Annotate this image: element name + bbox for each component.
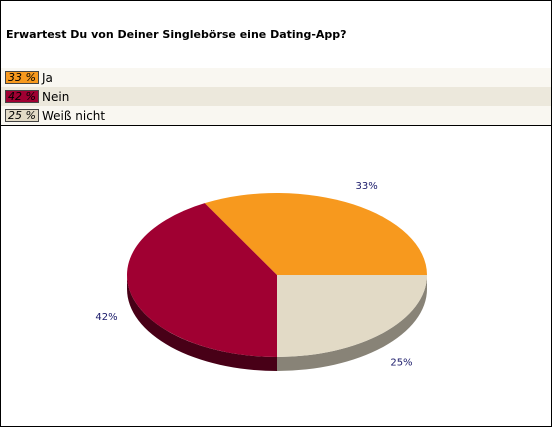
legend-label-nein: Nein: [42, 89, 70, 104]
poll-question: Erwartest Du von Deiner Singlebörse eine…: [6, 28, 347, 41]
pie-side-weiss-nicht: [277, 275, 427, 371]
pie-slice-ja: [204, 193, 427, 275]
legend-percent-nein: 42 %: [8, 90, 36, 103]
legend-row-nein: 42 % Nein: [1, 87, 551, 106]
legend-label-ja: Ja: [42, 70, 53, 85]
legend-label-weiss-nicht: Weiß nicht: [42, 108, 106, 123]
legend-swatch-nein: 42 %: [5, 90, 39, 103]
legend-percent-ja: 33 %: [8, 71, 36, 84]
legend-row-ja: 33 % Ja: [1, 68, 551, 87]
legend-swatch-weiss-nicht: 25 %: [5, 109, 39, 122]
poll-legend: 33 % Ja 42 % Nein 25 % Weiß nicht: [1, 68, 551, 125]
legend-divider: [1, 125, 551, 126]
legend-swatch-ja: 33 %: [5, 71, 39, 84]
pie-label-weiss-nicht: 25%: [390, 358, 412, 369]
pie-chart: 33% 42% 25%: [95, 181, 427, 371]
pie-slice-nein: [127, 203, 277, 357]
pie-slice-weiss-nicht: [277, 275, 427, 357]
legend-row-weiss-nicht: 25 % Weiß nicht: [1, 106, 551, 125]
legend-percent-weiss-nicht: 25 %: [8, 109, 36, 122]
pie-side-nein: [127, 275, 277, 371]
pie-label-nein: 42%: [95, 312, 117, 323]
pie-label-ja: 33%: [355, 181, 377, 192]
